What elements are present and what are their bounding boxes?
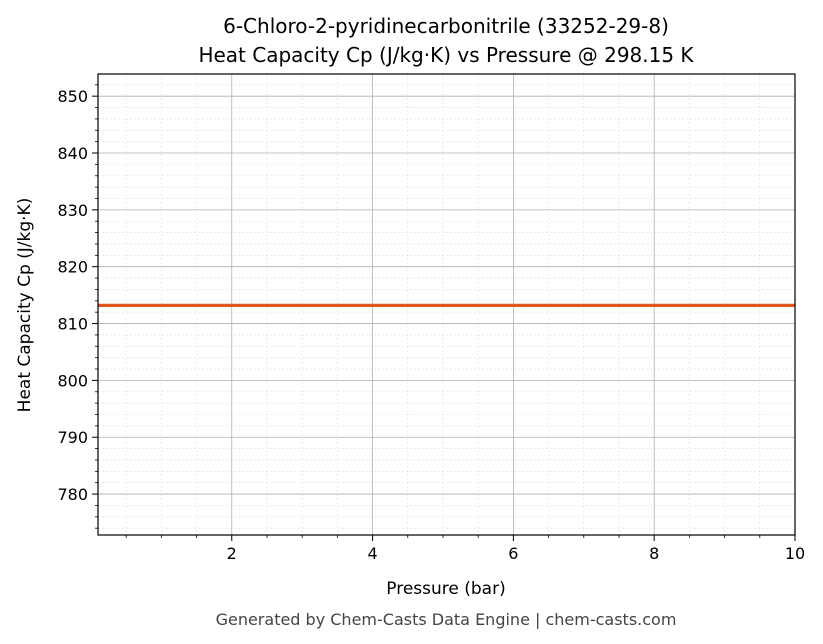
x-tick-label: 8	[649, 544, 659, 563]
x-axis-label: Pressure (bar)	[386, 579, 505, 599]
footer-text: Generated by Chem-Casts Data Engine | ch…	[216, 610, 677, 629]
y-tick-label: 830	[57, 201, 88, 220]
x-tick-label: 6	[508, 544, 518, 563]
y-tick-label: 840	[57, 144, 88, 163]
x-tick-label: 4	[367, 544, 377, 563]
chart-subtitle: Heat Capacity Cp (J/kg·K) vs Pressure @ …	[198, 43, 694, 67]
chart-title: 6-Chloro-2-pyridinecarbonitrile (33252-2…	[223, 14, 669, 38]
y-tick-label: 850	[57, 87, 88, 106]
x-tick-label: 10	[785, 544, 805, 563]
y-axis-label: Heat Capacity Cp (J/kg·K)	[15, 198, 35, 413]
x-tick-label: 2	[227, 544, 237, 563]
y-tick-label: 810	[57, 315, 88, 334]
minor-grid	[98, 74, 795, 535]
y-tick-label: 790	[57, 428, 88, 447]
plot-frame	[97, 73, 796, 536]
y-tick-label: 820	[57, 258, 88, 277]
y-tick-label: 780	[57, 485, 88, 504]
y-tick-label: 800	[57, 371, 88, 390]
